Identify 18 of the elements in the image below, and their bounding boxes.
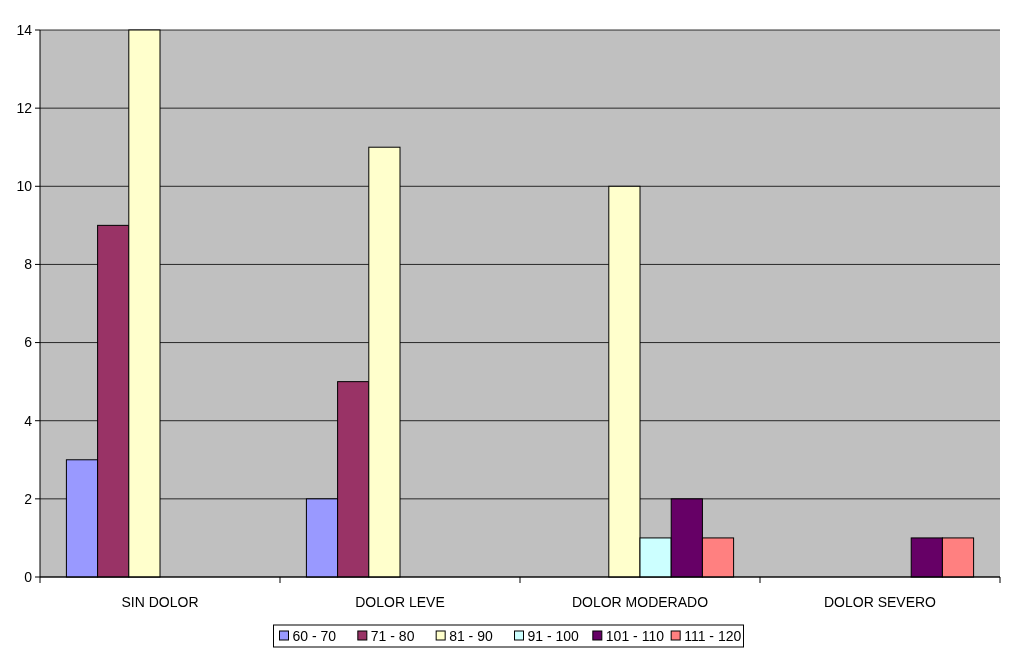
- x-tick-label: SIN DOLOR: [121, 594, 199, 610]
- y-tick-label: 0: [24, 568, 33, 585]
- x-tick-label: DOLOR LEVE: [355, 594, 445, 610]
- legend-label: 71 - 80: [370, 627, 415, 644]
- x-tick-label: DOLOR SEVERO: [823, 594, 937, 610]
- legend-label: 111 - 120: [684, 627, 742, 644]
- y-tick-label: 10: [16, 178, 33, 195]
- legend-label: 60 - 70: [292, 627, 337, 644]
- y-tick-label: 6: [24, 334, 33, 351]
- y-tick-label: 8: [24, 256, 33, 273]
- y-tick-label: 4: [24, 412, 33, 429]
- legend-label: 81 - 90: [449, 627, 493, 644]
- y-tick-label: 14: [16, 21, 33, 38]
- y-tick-label: 12: [16, 100, 33, 117]
- legend-label: 91 - 100: [527, 627, 580, 644]
- y-tick-label: 2: [24, 490, 33, 507]
- legend-label: 101 - 110: [605, 627, 665, 644]
- x-tick-label: DOLOR MODERADO: [571, 594, 709, 610]
